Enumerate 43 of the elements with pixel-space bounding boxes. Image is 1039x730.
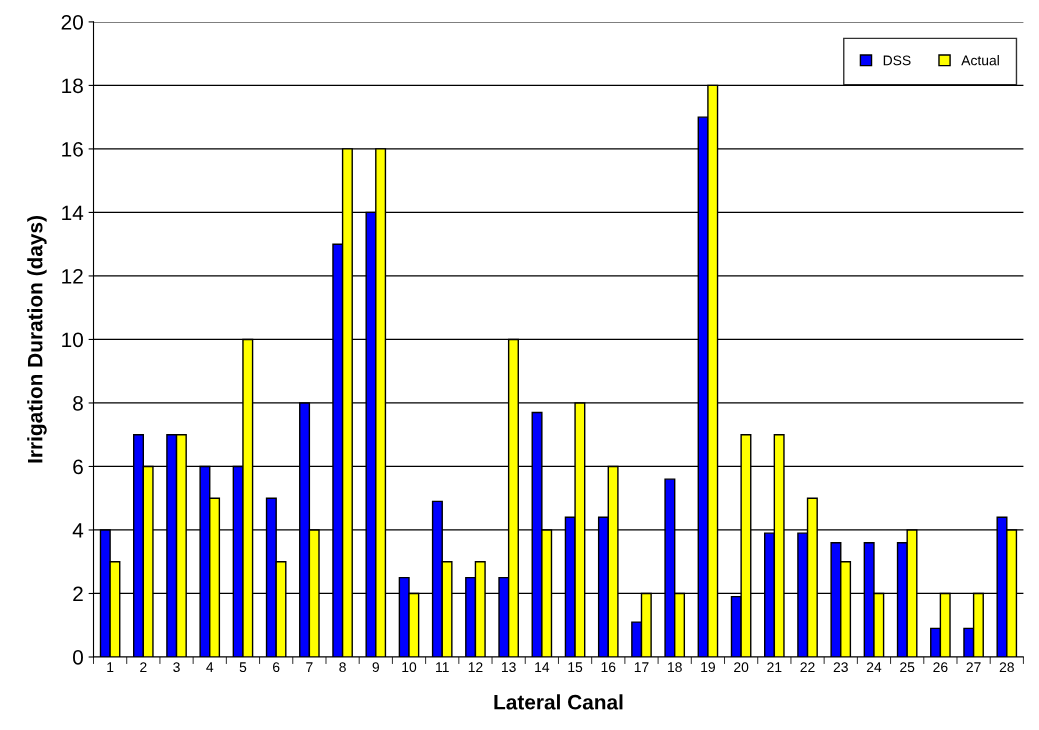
- y-tick-label: 16: [62, 141, 83, 157]
- legend-label: DSS: [883, 55, 911, 66]
- legend-label: Actual: [961, 55, 999, 66]
- y-tick-label: 20: [61, 14, 83, 30]
- x-tick-label: 26: [933, 662, 948, 673]
- x-tick-label: 15: [568, 662, 583, 673]
- x-tick-label: 21: [767, 662, 782, 672]
- x-tick-label: 9: [372, 662, 380, 673]
- x-tick-label: 20: [734, 662, 749, 673]
- x-tick-label: 10: [402, 662, 417, 673]
- x-tick-label: 25: [900, 662, 915, 673]
- x-tick-label: 18: [668, 662, 682, 673]
- x-tick-label: 16: [601, 662, 616, 673]
- x-axis-title: Lateral Canal: [494, 694, 623, 710]
- x-tick-label: 8: [339, 662, 346, 673]
- x-tick-label: 23: [833, 662, 848, 673]
- x-tick-label: 6: [273, 662, 280, 673]
- x-tick-label: 5: [239, 662, 247, 673]
- x-tick-label: 12: [468, 662, 483, 672]
- x-tick-label: 17: [634, 662, 649, 672]
- x-tick-label: 3: [173, 662, 180, 673]
- y-tick-label: 18: [62, 78, 83, 94]
- y-tick-label: 2: [73, 586, 83, 602]
- x-tick-label: 28: [999, 662, 1014, 673]
- y-tick-label: 6: [73, 459, 83, 475]
- x-tick-label: 1: [107, 662, 114, 672]
- x-tick-label: 2: [140, 662, 147, 672]
- y-tick-label: 12: [62, 268, 83, 284]
- y-tick-label: 0: [73, 650, 83, 665]
- y-axis-title: Irrigation Duration (days): [27, 216, 47, 463]
- x-tick-label: 7: [306, 662, 313, 672]
- x-tick-label: 11: [436, 662, 449, 672]
- y-tick-label: 4: [72, 523, 84, 538]
- x-tick-label: 27: [966, 662, 981, 672]
- x-tick-label: 4: [206, 662, 214, 672]
- y-tick-label: 8: [73, 395, 83, 411]
- x-tick-label: 14: [535, 662, 550, 672]
- x-tick-label: 19: [701, 662, 715, 673]
- y-tick-label: 14: [62, 205, 84, 220]
- x-tick-label: 24: [866, 662, 882, 672]
- y-tick-label: 10: [62, 332, 83, 348]
- x-tick-label: 22: [800, 662, 815, 672]
- x-tick-label: 13: [501, 662, 516, 673]
